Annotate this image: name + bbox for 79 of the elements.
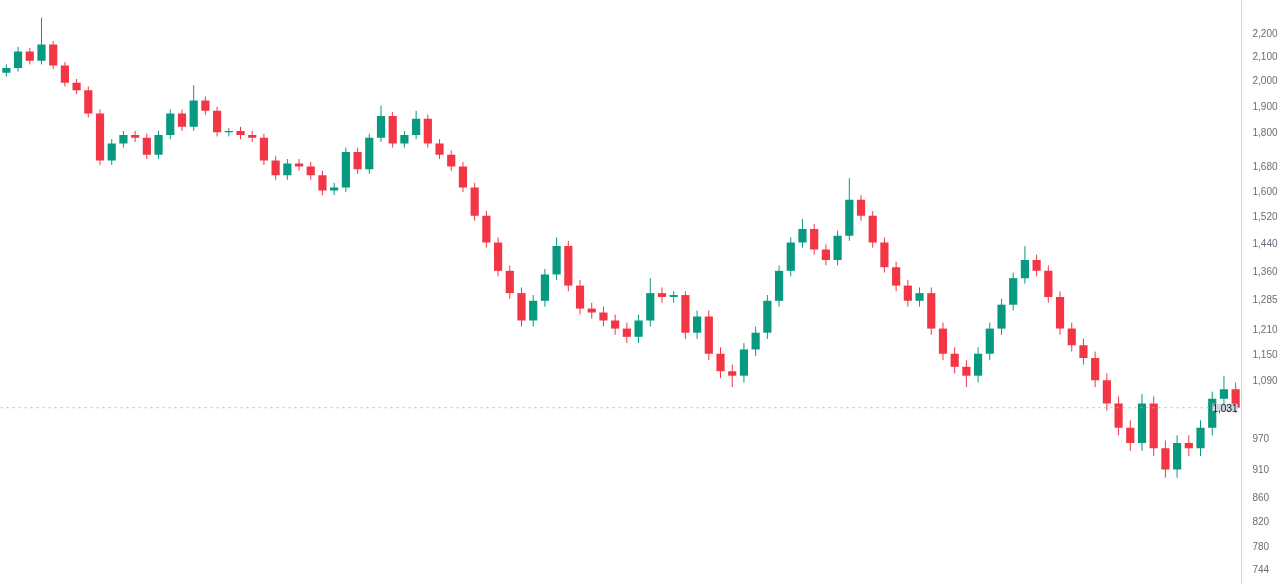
- candlestick: [669, 290, 678, 304]
- candlestick: [435, 138, 444, 160]
- candlestick: [49, 40, 58, 70]
- candlestick: [892, 261, 901, 292]
- candlestick: [728, 364, 737, 388]
- candlestick: [622, 322, 631, 344]
- candlestick: [821, 243, 830, 266]
- candlestick: [915, 286, 924, 308]
- candlestick: [716, 346, 725, 379]
- y-tick-label: 1,900: [1252, 100, 1278, 112]
- candlestick: [376, 105, 386, 143]
- candlestick: [294, 158, 304, 172]
- candlestick: [353, 147, 362, 175]
- candlestick: [798, 218, 807, 249]
- candlestick: [1091, 351, 1100, 388]
- y-tick-label: 1,285: [1252, 293, 1278, 305]
- candlestick: [1020, 245, 1030, 285]
- y-tick-label: 910: [1252, 464, 1270, 476]
- candlestick: [903, 279, 912, 308]
- y-tick-label: 744: [1252, 563, 1270, 575]
- candlestick: [212, 106, 222, 137]
- candlestick: [1161, 439, 1170, 479]
- candlestick: [259, 133, 269, 166]
- candlestick: [810, 223, 819, 256]
- candlestick: [84, 85, 93, 118]
- candlestick: [166, 108, 175, 140]
- y-tick-label: 1,800: [1252, 127, 1278, 139]
- candlestick: [1184, 434, 1193, 457]
- candlestick: [283, 158, 292, 181]
- candlestick: [271, 155, 280, 181]
- candlestick: [950, 346, 959, 374]
- candlestick: [634, 314, 643, 344]
- candlestick: [1196, 419, 1205, 457]
- candlestick: [1079, 338, 1088, 366]
- y-tick-label: 970: [1252, 432, 1270, 444]
- y-tick-label: 860: [1252, 492, 1270, 504]
- y-tick-label: 2,000: [1252, 75, 1278, 87]
- candlestick: [458, 161, 468, 193]
- candlestick: [107, 138, 116, 166]
- candlestick: [611, 314, 620, 336]
- y-tick-label: 1,360: [1252, 265, 1278, 277]
- candlestick: [154, 130, 163, 160]
- y-tick-label: 1,210: [1252, 323, 1278, 335]
- candlestick: [529, 294, 538, 328]
- candlestick: [599, 306, 608, 328]
- candlestick: [693, 310, 702, 340]
- candlestick: [201, 96, 210, 116]
- y-tick-label: 2,100: [1252, 51, 1278, 63]
- candlestick: [447, 149, 456, 172]
- candlestick: [505, 264, 514, 300]
- candlestick: [13, 46, 23, 73]
- candlestick: [1102, 372, 1111, 412]
- candlestick: [657, 286, 667, 304]
- y-tick-label: 780: [1252, 540, 1270, 552]
- candlestick: [997, 298, 1006, 336]
- candlestick: [973, 346, 983, 383]
- y-tick-label: 2,200: [1252, 28, 1278, 40]
- candlestick: [60, 61, 69, 87]
- candlestick: [856, 194, 866, 222]
- candlestick: [1126, 419, 1135, 452]
- candlestick: [1032, 254, 1041, 277]
- candlestick: [37, 17, 46, 65]
- candlestick: [1067, 322, 1076, 353]
- candlestick: [412, 110, 421, 140]
- y-tick-label: 1,440: [1252, 237, 1278, 249]
- y-tick-label: 820: [1252, 515, 1270, 527]
- y-tick-label: 1,680: [1252, 161, 1278, 173]
- candlestick: [318, 170, 327, 196]
- candlestick: [142, 133, 151, 160]
- candlestick: [751, 326, 760, 357]
- y-tick-label: 1,520: [1252, 210, 1278, 222]
- candlestick: [962, 359, 971, 388]
- y-tick-label: 1,090: [1252, 375, 1278, 387]
- candlestick: [131, 130, 140, 143]
- ref-line-label: 1,031: [1212, 402, 1238, 414]
- candlestick: [177, 108, 187, 132]
- candlestick: [575, 279, 585, 315]
- y-tick-label: 1,600: [1252, 185, 1278, 197]
- y-tick-label: 1,150: [1252, 348, 1278, 360]
